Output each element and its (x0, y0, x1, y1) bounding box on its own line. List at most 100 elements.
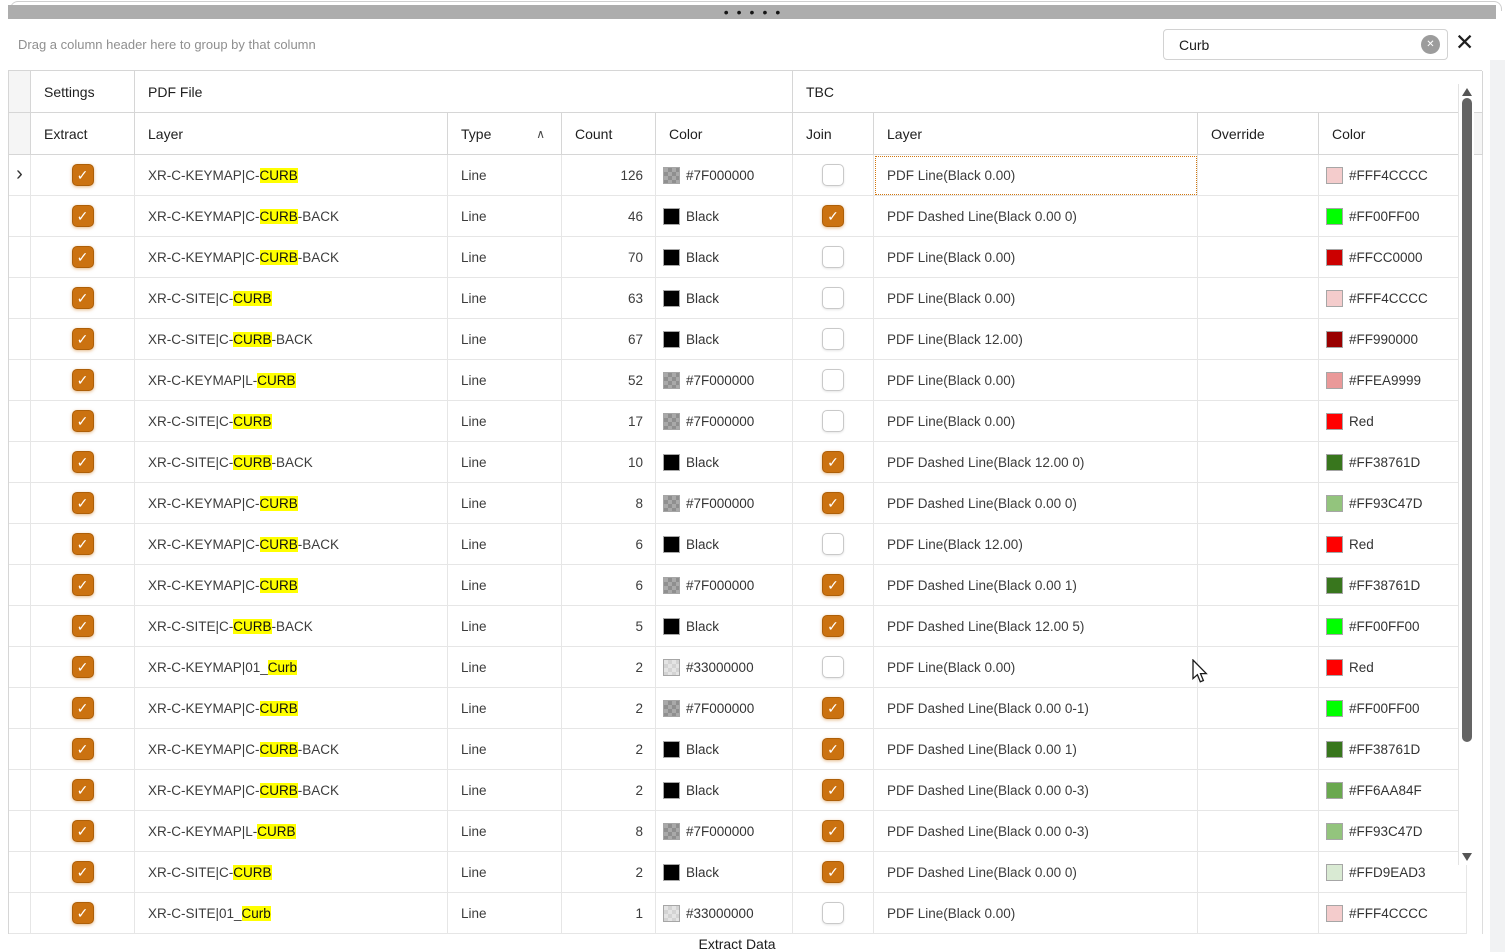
tbc-color-cell[interactable]: #FF38761D (1319, 565, 1467, 606)
tbc-layer-cell[interactable]: PDF Line(Black 12.00) (874, 524, 1198, 565)
tbc-color-cell[interactable]: #FF6AA84F (1319, 770, 1467, 811)
extract-checkbox[interactable]: ✓ (71, 615, 94, 637)
tbc-color-cell[interactable]: #FF00FF00 (1319, 688, 1467, 729)
tbc-color-cell[interactable]: #FFF4CCCC (1319, 278, 1467, 319)
column-header-count[interactable]: Count (562, 113, 656, 155)
scroll-down-icon[interactable] (1462, 853, 1472, 861)
tbc-color-cell[interactable]: #FFD9EAD3 (1319, 852, 1467, 893)
search-input[interactable] (1177, 35, 1421, 54)
override-cell[interactable] (1198, 196, 1319, 237)
tbc-color-cell[interactable]: #FF00FF00 (1319, 606, 1467, 647)
join-checkbox[interactable]: ✓ (822, 451, 844, 473)
join-checkbox[interactable] (822, 287, 844, 309)
override-cell[interactable] (1198, 893, 1319, 934)
override-cell[interactable] (1198, 401, 1319, 442)
override-cell[interactable] (1198, 852, 1319, 893)
join-checkbox[interactable]: ✓ (822, 574, 844, 596)
extract-checkbox[interactable]: ✓ (71, 205, 94, 227)
join-checkbox[interactable] (822, 410, 844, 432)
tbc-layer-cell[interactable]: PDF Dashed Line(Black 0.00 0) (874, 852, 1198, 893)
override-cell[interactable] (1198, 606, 1319, 647)
expand-cell[interactable] (9, 852, 31, 893)
tbc-layer-cell[interactable]: PDF Line(Black 0.00) (874, 155, 1198, 196)
tbc-layer-cell[interactable]: PDF Dashed Line(Black 0.00 1) (874, 729, 1198, 770)
tbc-color-cell[interactable]: #FF990000 (1319, 319, 1467, 360)
tbc-color-cell[interactable]: #FF38761D (1319, 442, 1467, 483)
extract-checkbox[interactable]: ✓ (71, 779, 94, 801)
extract-checkbox[interactable]: ✓ (71, 328, 94, 350)
join-checkbox[interactable]: ✓ (822, 615, 844, 637)
override-cell[interactable] (1198, 155, 1319, 196)
extract-checkbox[interactable]: ✓ (71, 861, 94, 883)
drag-handle[interactable]: ••••• (8, 5, 1496, 19)
expand-cell[interactable] (9, 196, 31, 237)
expand-cell[interactable] (9, 360, 31, 401)
join-checkbox[interactable] (822, 533, 844, 555)
extract-checkbox[interactable]: ✓ (71, 656, 94, 678)
expand-cell[interactable] (9, 237, 31, 278)
tbc-color-cell[interactable]: #FFF4CCCC (1319, 155, 1467, 196)
group-header-pdf-file[interactable]: PDF File (135, 71, 793, 113)
group-header-settings[interactable]: Settings (31, 71, 135, 113)
clear-search-icon[interactable]: ✕ (1421, 35, 1440, 54)
extract-checkbox[interactable]: ✓ (71, 574, 94, 596)
expand-cell[interactable] (9, 893, 31, 934)
override-cell[interactable] (1198, 360, 1319, 401)
search-box[interactable]: ✕ (1163, 29, 1448, 60)
join-checkbox[interactable] (822, 656, 844, 678)
tbc-color-cell[interactable]: #FF93C47D (1319, 483, 1467, 524)
group-header-tbc[interactable]: TBC (793, 71, 1483, 113)
override-cell[interactable] (1198, 442, 1319, 483)
tbc-layer-cell[interactable]: PDF Line(Black 0.00) (874, 893, 1198, 934)
tbc-layer-cell[interactable]: PDF Line(Black 0.00) (874, 401, 1198, 442)
scrollbar-thumb[interactable] (1462, 98, 1472, 742)
override-cell[interactable] (1198, 688, 1319, 729)
scroll-up-icon[interactable] (1462, 88, 1472, 96)
extract-checkbox[interactable]: ✓ (71, 533, 94, 555)
column-header-tbc-layer[interactable]: Layer (874, 113, 1198, 155)
extract-data-button[interactable]: Extract Data (698, 936, 776, 952)
tbc-color-cell[interactable]: Red (1319, 401, 1467, 442)
tbc-color-cell[interactable]: #FFEA9999 (1319, 360, 1467, 401)
extract-checkbox[interactable]: ✓ (71, 451, 94, 473)
expand-row-icon[interactable]: › (16, 163, 23, 185)
expand-cell[interactable]: › (9, 155, 31, 196)
tbc-color-cell[interactable]: Red (1319, 647, 1467, 688)
expand-cell[interactable] (9, 565, 31, 606)
tbc-color-cell[interactable]: #FF00FF00 (1319, 196, 1467, 237)
column-header-pdf-color[interactable]: Color (656, 113, 793, 155)
join-checkbox[interactable]: ✓ (822, 697, 844, 719)
column-header-pdf-layer[interactable]: Layer (135, 113, 448, 155)
join-checkbox[interactable]: ✓ (822, 738, 844, 760)
expand-cell[interactable] (9, 278, 31, 319)
tbc-layer-cell[interactable]: PDF Dashed Line(Black 12.00 0) (874, 442, 1198, 483)
expand-cell[interactable] (9, 811, 31, 852)
join-checkbox[interactable]: ✓ (822, 779, 844, 801)
expand-cell[interactable] (9, 319, 31, 360)
override-cell[interactable] (1198, 237, 1319, 278)
tbc-layer-cell[interactable]: PDF Line(Black 0.00) (874, 647, 1198, 688)
tbc-color-cell[interactable]: #FFF4CCCC (1319, 893, 1467, 934)
override-cell[interactable] (1198, 811, 1319, 852)
tbc-layer-cell[interactable]: PDF Dashed Line(Black 0.00 0) (874, 196, 1198, 237)
expand-cell[interactable] (9, 729, 31, 770)
tbc-layer-cell[interactable]: PDF Line(Black 12.00) (874, 319, 1198, 360)
join-checkbox[interactable] (822, 164, 844, 186)
tbc-color-cell[interactable]: #FF93C47D (1319, 811, 1467, 852)
tbc-layer-cell[interactable]: PDF Dashed Line(Black 12.00 5) (874, 606, 1198, 647)
expand-cell[interactable] (9, 401, 31, 442)
tbc-layer-cell[interactable]: PDF Dashed Line(Black 0.00 1) (874, 565, 1198, 606)
join-checkbox[interactable]: ✓ (822, 820, 844, 842)
override-cell[interactable] (1198, 729, 1319, 770)
column-header-type[interactable]: Type ∧ (448, 113, 562, 155)
extract-checkbox[interactable]: ✓ (71, 902, 94, 924)
expand-cell[interactable] (9, 688, 31, 729)
tbc-layer-cell[interactable]: PDF Dashed Line(Black 0.00 0) (874, 483, 1198, 524)
close-icon[interactable]: ✕ (1455, 29, 1475, 55)
join-checkbox[interactable]: ✓ (822, 205, 844, 227)
tbc-layer-cell[interactable]: PDF Line(Black 0.00) (874, 237, 1198, 278)
extract-checkbox[interactable]: ✓ (71, 697, 94, 719)
extract-checkbox[interactable]: ✓ (71, 738, 94, 760)
extract-checkbox[interactable]: ✓ (71, 820, 94, 842)
tbc-layer-cell[interactable]: PDF Dashed Line(Black 0.00 0-3) (874, 811, 1198, 852)
